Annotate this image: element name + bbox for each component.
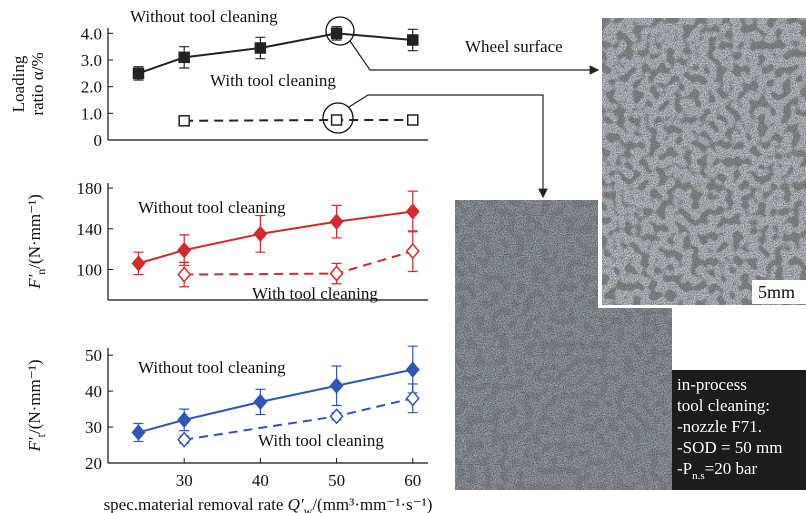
marker bbox=[179, 116, 189, 126]
x-axis-label: spec.material removal rate Q′w/(mm³·mm⁻¹… bbox=[104, 495, 433, 513]
y-tick-label: 40 bbox=[85, 382, 102, 401]
photo-label: Wheel surface bbox=[465, 37, 563, 56]
marker bbox=[407, 363, 419, 377]
series-line bbox=[184, 120, 413, 121]
suffix: =20 bar bbox=[705, 459, 758, 478]
marker bbox=[408, 35, 418, 45]
figure: 5mm in-process tool cleaning: -nozzle F71.… bbox=[0, 0, 806, 513]
series-label: Without tool cleaning bbox=[138, 198, 286, 217]
y-tick-label: 20 bbox=[85, 454, 102, 473]
marker bbox=[179, 52, 189, 62]
y-axis-label: F′t/(N·mm⁻¹) bbox=[25, 360, 48, 453]
unit: /(N·mm⁻¹) bbox=[25, 194, 44, 269]
y-axis-label-line: ratio α/% bbox=[28, 52, 47, 115]
y-axis-label-line: Loading bbox=[9, 55, 28, 112]
series-line bbox=[138, 211, 412, 263]
subscript: n.s bbox=[692, 470, 705, 482]
marker bbox=[178, 268, 190, 282]
chart-panel: 20 30 40 50 30 40 50 60 F′t/(N·mm⁻¹) spec.materia… bbox=[25, 346, 432, 513]
y-tick-label: 140 bbox=[77, 220, 103, 239]
photo-upper: 5mm bbox=[598, 16, 806, 308]
marker bbox=[331, 215, 343, 229]
note-line: tool cleaning: bbox=[677, 396, 770, 415]
series-label: With tool cleaning bbox=[252, 284, 378, 303]
marker bbox=[255, 43, 265, 53]
y-tick-label: 0 bbox=[94, 131, 103, 150]
marker bbox=[331, 379, 343, 393]
subscript: w bbox=[304, 504, 313, 513]
series-line bbox=[184, 251, 413, 274]
y-tick-label: 30 bbox=[85, 418, 102, 437]
series-label: Without tool cleaning bbox=[130, 7, 278, 26]
arrow bbox=[349, 95, 543, 197]
x-tick-label: 60 bbox=[404, 471, 421, 490]
y-tick-label: 4.0 bbox=[81, 24, 102, 43]
marker bbox=[408, 115, 418, 125]
marker bbox=[178, 243, 190, 257]
charts: 0 1.0 2.0 3.0 4.0 Loadingratio α/% Without too… bbox=[9, 7, 432, 513]
symbol: F′ bbox=[25, 274, 44, 289]
y-tick-label: 50 bbox=[85, 346, 102, 365]
series-label: With tool cleaning bbox=[210, 71, 336, 90]
y-tick-label: 100 bbox=[77, 260, 103, 279]
marker bbox=[132, 425, 144, 439]
x-tick-label: 30 bbox=[176, 471, 193, 490]
series-label: With tool cleaning bbox=[258, 431, 384, 450]
marker bbox=[132, 256, 144, 270]
chart-panel: 100 140 180 F′n/(N·mm⁻¹) Without tool cleani… bbox=[25, 179, 428, 303]
series-line bbox=[138, 370, 412, 433]
scale-bar-label: 5mm bbox=[758, 282, 795, 302]
y-tick-label: 3.0 bbox=[81, 51, 102, 70]
marker bbox=[254, 395, 266, 409]
note-line: in-process bbox=[677, 375, 747, 394]
marker bbox=[331, 267, 343, 281]
unit: /(mm³·mm⁻¹·s⁻¹) bbox=[312, 495, 432, 513]
marker bbox=[331, 409, 343, 423]
y-tick-label: 1.0 bbox=[81, 104, 102, 123]
chart-panel: 0 1.0 2.0 3.0 4.0 Loadingratio α/% Without too… bbox=[9, 7, 428, 150]
marker bbox=[332, 115, 342, 125]
marker bbox=[178, 433, 190, 447]
marker bbox=[254, 227, 266, 241]
prefix: -P bbox=[677, 459, 692, 478]
x-tick-label: 50 bbox=[328, 471, 345, 490]
marker bbox=[332, 28, 342, 38]
symbol: F′ bbox=[25, 437, 44, 452]
unit: /(N·mm⁻¹) bbox=[25, 360, 44, 435]
marker bbox=[178, 413, 190, 427]
x-tick-label: 40 bbox=[252, 471, 269, 490]
symbol: Q′ bbox=[288, 495, 304, 513]
marker bbox=[407, 204, 419, 218]
marker bbox=[133, 68, 143, 78]
y-axis-label: F′n/(N·mm⁻¹) bbox=[25, 194, 48, 290]
marker bbox=[407, 244, 419, 258]
y-tick-label: 180 bbox=[77, 179, 103, 198]
series-label: Without tool cleaning bbox=[138, 358, 286, 377]
note-line: -SOD = 50 mm bbox=[677, 438, 782, 457]
y-axis-label: Loadingratio α/% bbox=[9, 52, 47, 115]
prefix: spec.material removal rate bbox=[104, 495, 288, 513]
y-tick-label: 2.0 bbox=[81, 78, 102, 97]
note-line: -nozzle F71. bbox=[677, 417, 762, 436]
